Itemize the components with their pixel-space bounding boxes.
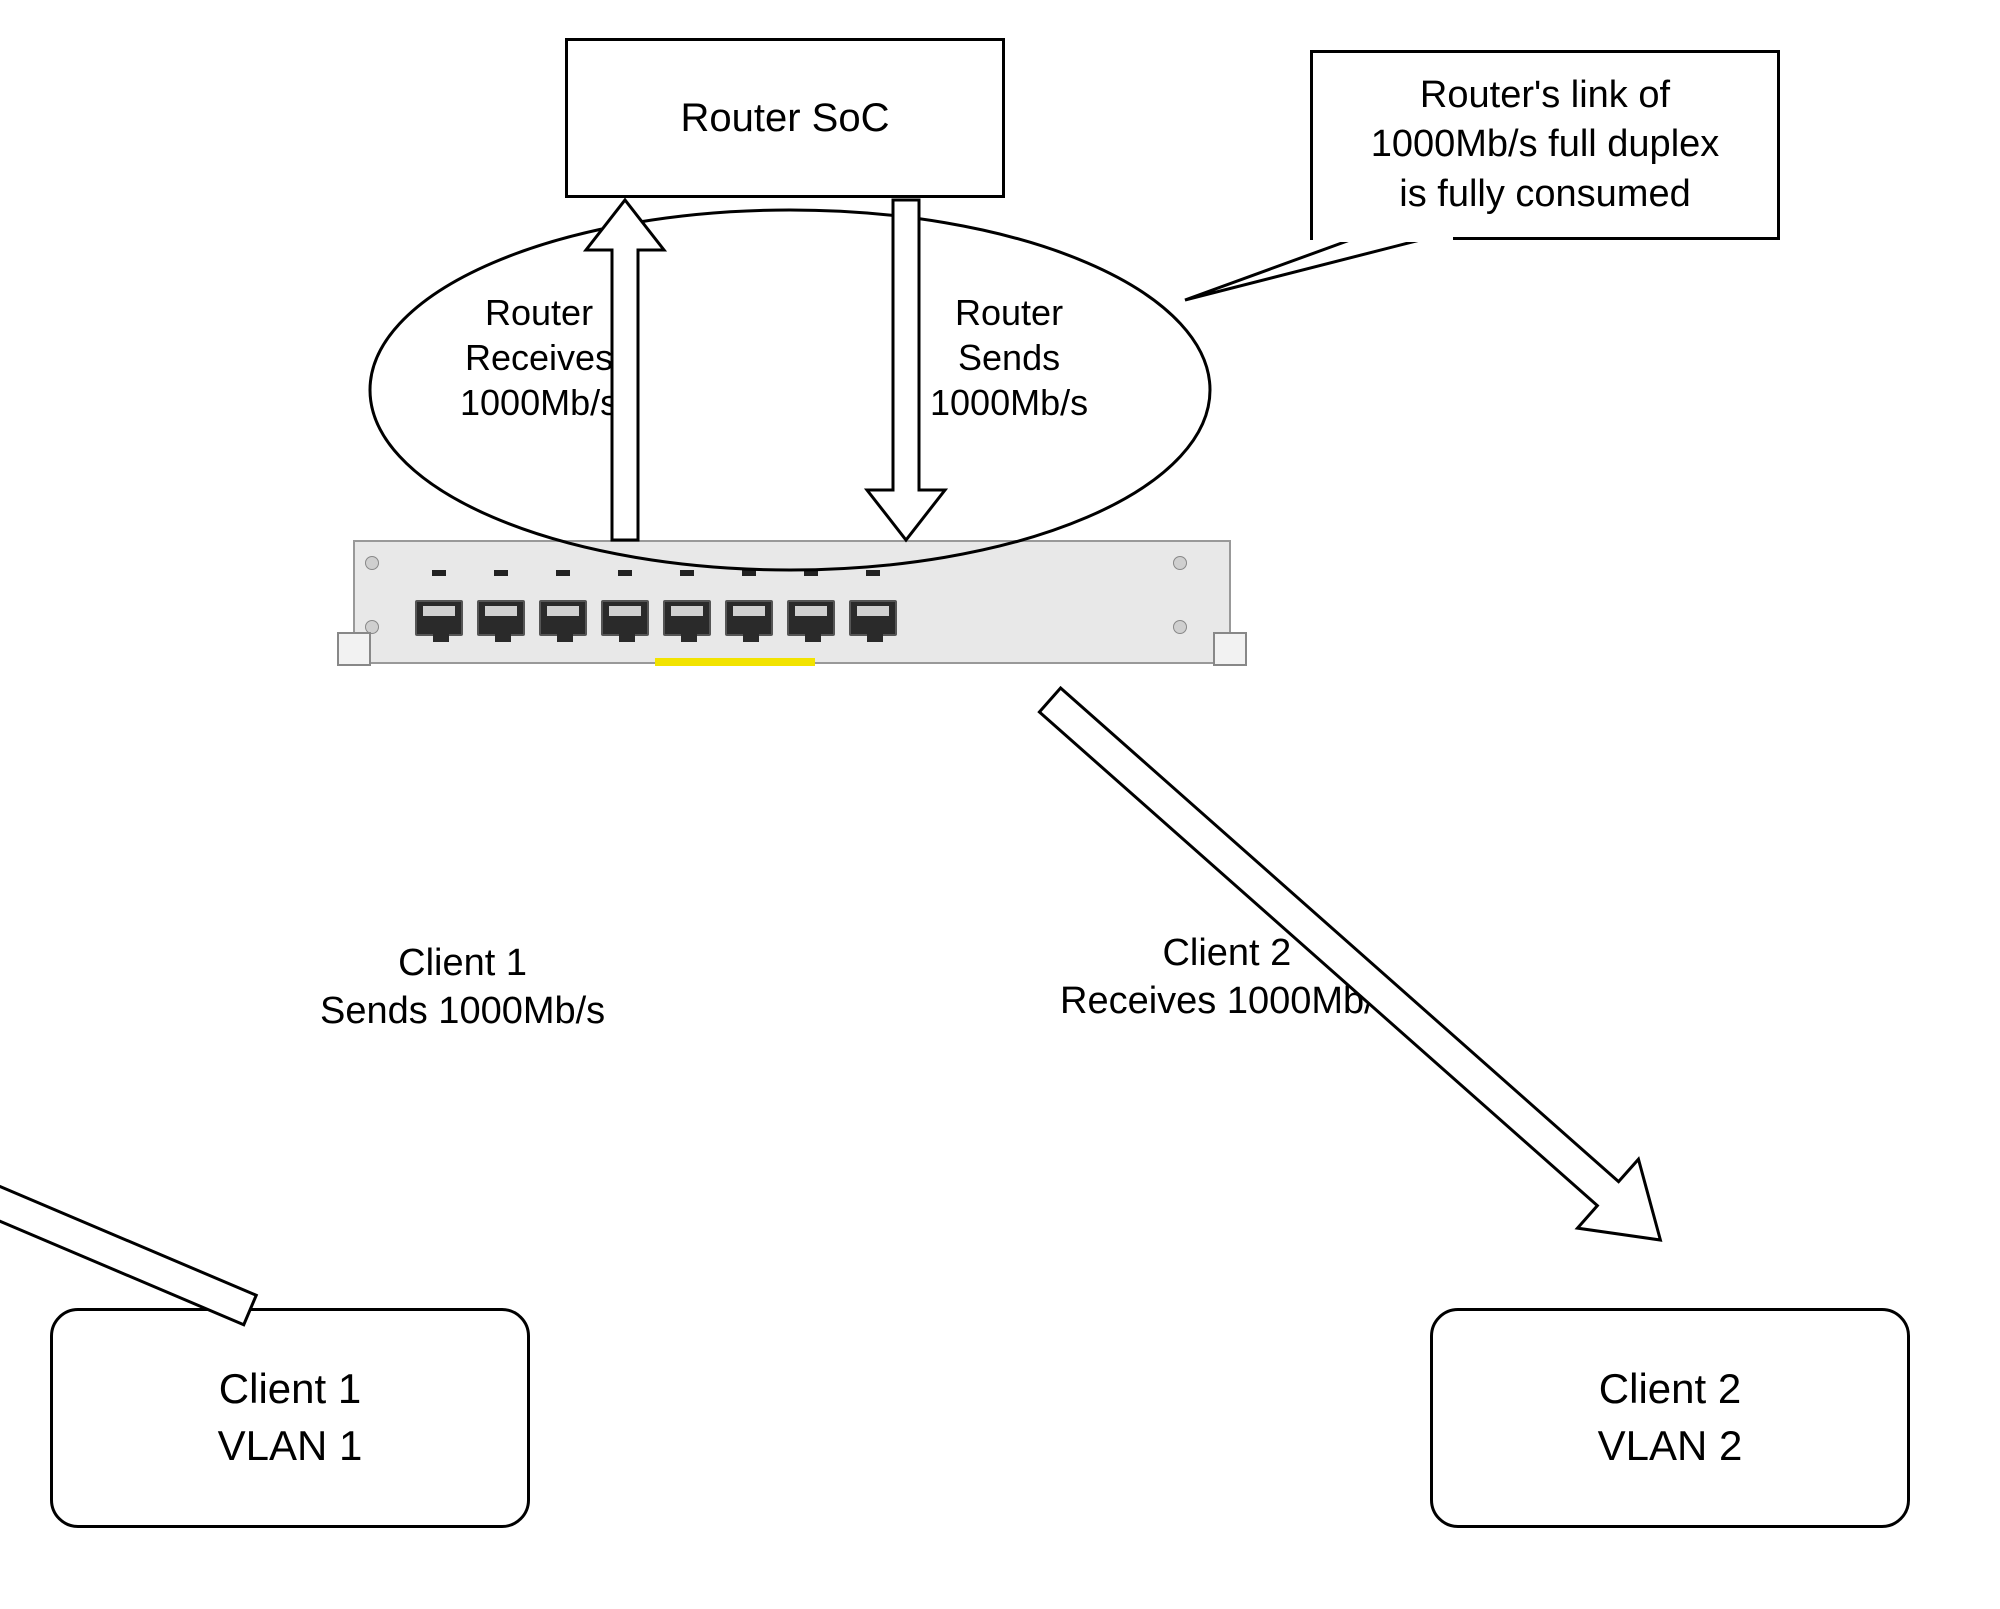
client2-line-2: VLAN 2 xyxy=(1598,1418,1743,1475)
client1-box: Client 1 VLAN 1 xyxy=(50,1308,530,1528)
client1-sends-l1: Client 1 xyxy=(398,942,527,984)
switch-tab xyxy=(1213,632,1247,666)
switch-yellowbar xyxy=(655,658,815,666)
switch-led xyxy=(680,570,694,576)
switch-screw xyxy=(1173,620,1187,634)
callout-pointer xyxy=(1185,240,1420,300)
router-receives-l1: Router xyxy=(485,292,593,333)
client2-box: Client 2 VLAN 2 xyxy=(1430,1308,1910,1528)
router-sends-l1: Router xyxy=(955,292,1063,333)
router-receives-l3: 1000Mb/s xyxy=(460,382,618,423)
network-switch xyxy=(353,540,1231,664)
switch-led xyxy=(618,570,632,576)
router-soc-box: Router SoC xyxy=(565,38,1005,198)
router-sends-l2: Sends xyxy=(958,337,1060,378)
client1-sends-label: Client 1 Sends 1000Mb/s xyxy=(320,940,605,1035)
switch-port xyxy=(663,600,711,636)
switch-port xyxy=(725,600,773,636)
switch-port xyxy=(477,600,525,636)
router-soc-label: Router SoC xyxy=(681,96,890,141)
switch-port xyxy=(787,600,835,636)
client1-line-1: Client 1 xyxy=(219,1361,361,1418)
callout-line-3: is fully consumed xyxy=(1399,170,1690,219)
switch-port xyxy=(415,600,463,636)
switch-screw xyxy=(365,556,379,570)
diagram-canvas: Router SoC Router's link of 1000Mb/s ful… xyxy=(0,0,2000,1609)
client2-line-1: Client 2 xyxy=(1599,1361,1741,1418)
callout-line-1: Router's link of xyxy=(1420,71,1670,120)
router-sends-l3: 1000Mb/s xyxy=(930,382,1088,423)
client2-receives-label: Client 2 Receives 1000Mb/s xyxy=(1060,930,1394,1025)
switch-led xyxy=(556,570,570,576)
client2-receives-l1: Client 2 xyxy=(1162,932,1291,974)
switch-led xyxy=(804,570,818,576)
switch-tab xyxy=(337,632,371,666)
router-sends-label: Router Sends 1000Mb/s xyxy=(930,290,1088,425)
client1-sends-l2: Sends 1000Mb/s xyxy=(320,990,605,1032)
switch-port xyxy=(849,600,897,636)
client1-sends-arrow xyxy=(0,1010,268,1353)
client1-line-2: VLAN 1 xyxy=(218,1418,363,1475)
client2-receives-l2: Receives 1000Mb/s xyxy=(1060,980,1394,1022)
router-receives-label: Router Receives 1000Mb/s xyxy=(460,290,618,425)
switch-led xyxy=(432,570,446,576)
switch-led xyxy=(866,570,880,576)
switch-led xyxy=(494,570,508,576)
callout-line-2: 1000Mb/s full duplex xyxy=(1371,120,1720,169)
switch-screw xyxy=(1173,556,1187,570)
callout-box: Router's link of 1000Mb/s full duplex is… xyxy=(1310,50,1780,240)
switch-led xyxy=(742,570,756,576)
router-receives-l2: Receives xyxy=(465,337,613,378)
switch-port xyxy=(539,600,587,636)
switch-port xyxy=(601,600,649,636)
